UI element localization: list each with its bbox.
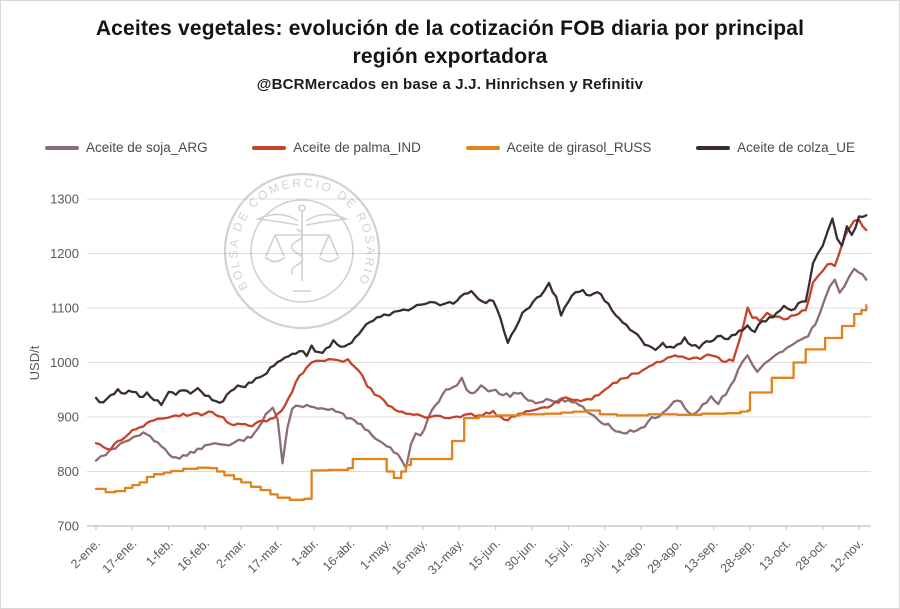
x-tick-label: 31-may.: [425, 536, 466, 577]
legend-line-swatch: [252, 145, 287, 150]
legend-line-swatch: [465, 145, 500, 150]
y-tick-label: 700: [57, 519, 79, 534]
y-tick-label: 1000: [50, 355, 79, 370]
title-line-1: Aceites vegetales: evolución de la cotiz…: [95, 17, 805, 40]
seal-right-wing: [305, 213, 349, 226]
legend-item-4: Aceite de colza_UE: [696, 140, 855, 155]
y-tick-label: 1100: [51, 301, 79, 316]
x-tick-label: 2-mar.: [213, 536, 248, 571]
legend-line-swatch: [696, 145, 731, 150]
title-line-2: región exportadora: [352, 45, 548, 68]
x-tick-label: 15-jul.: [541, 536, 575, 570]
page-title: Aceites vegetales: evolución de la cotiz…: [91, 15, 809, 71]
seal-scale-pan: [264, 256, 286, 263]
x-tick-label: 12-nov.: [827, 536, 866, 575]
legend-item-3: Aceite de girasol_RUSS: [465, 140, 652, 155]
series-line-palma_ind: [94, 218, 868, 451]
seal-inner-ring: [250, 199, 354, 303]
x-tick-label: 2-ene.: [68, 536, 103, 571]
x-tick-label: 16-abr.: [320, 536, 357, 573]
page-subtitle: @BCRMercados en base a J.J. Hinrichsen y…: [256, 76, 644, 93]
legend-label: Aceite de soja_ARG: [86, 140, 208, 155]
x-tick-label: 17-mar.: [245, 536, 285, 576]
x-tick-label: 13-oct.: [757, 536, 794, 573]
y-tick-label: 900: [57, 410, 79, 425]
series-line-soja_arg: [94, 267, 868, 470]
y-tick-label: 1300: [50, 192, 79, 207]
seal-staff-knob: [298, 204, 306, 212]
legend-line-swatch: [45, 145, 79, 150]
seal-outer-ring: [223, 172, 381, 330]
seal-scale-pan: [318, 256, 340, 263]
x-tick-label: 28-sep.: [718, 536, 757, 575]
seal-scale-strings: [319, 234, 339, 257]
x-tick-label: 30-jun.: [502, 536, 539, 573]
x-tick-label: 14-ago.: [608, 536, 648, 576]
x-tick-label: 30-jul.: [578, 536, 612, 570]
legend-item-2: Aceite de palma_IND: [252, 140, 421, 155]
watermark-seal: BOLSA DE COMERCIO DE ROSARIO: [223, 172, 381, 330]
title-block: Aceites vegetales: evolución de la cotiz…: [1, 15, 899, 93]
series-line-girasol_russ: [94, 304, 868, 501]
chart-legend: Aceite de soja_ARG Aceite de palma_IND Ace…: [1, 140, 899, 155]
y-tick-label: 1200: [50, 246, 79, 261]
x-tick-label: 1-feb.: [143, 536, 176, 569]
x-tick-label: 13-sep.: [681, 536, 720, 575]
x-tick-label: 16-may.: [389, 536, 430, 577]
series-line-colza_ue: [94, 214, 868, 407]
x-tick-label: 16-feb.: [175, 536, 212, 573]
seal-snake: [290, 228, 304, 275]
x-tick-label: 1-abr.: [289, 536, 322, 569]
y-tick-label: 800: [57, 464, 79, 479]
x-tick-label: 17-ene.: [100, 536, 140, 576]
legend-label: Aceite de colza_UE: [737, 140, 855, 155]
legend-label: Aceite de palma_IND: [293, 140, 421, 155]
legend-item-1: Aceite de soja_ARG: [45, 140, 208, 155]
y-axis-title: USD/t: [27, 345, 42, 380]
x-tick-label: 15-jun.: [466, 536, 503, 573]
seal-scale-strings: [265, 234, 285, 257]
legend-label: Aceite de girasol_RUSS: [506, 140, 652, 155]
seal-left-wing: [255, 213, 299, 226]
x-tick-label: 28-oct.: [793, 536, 830, 573]
x-tick-label: 29-ago.: [645, 536, 685, 576]
